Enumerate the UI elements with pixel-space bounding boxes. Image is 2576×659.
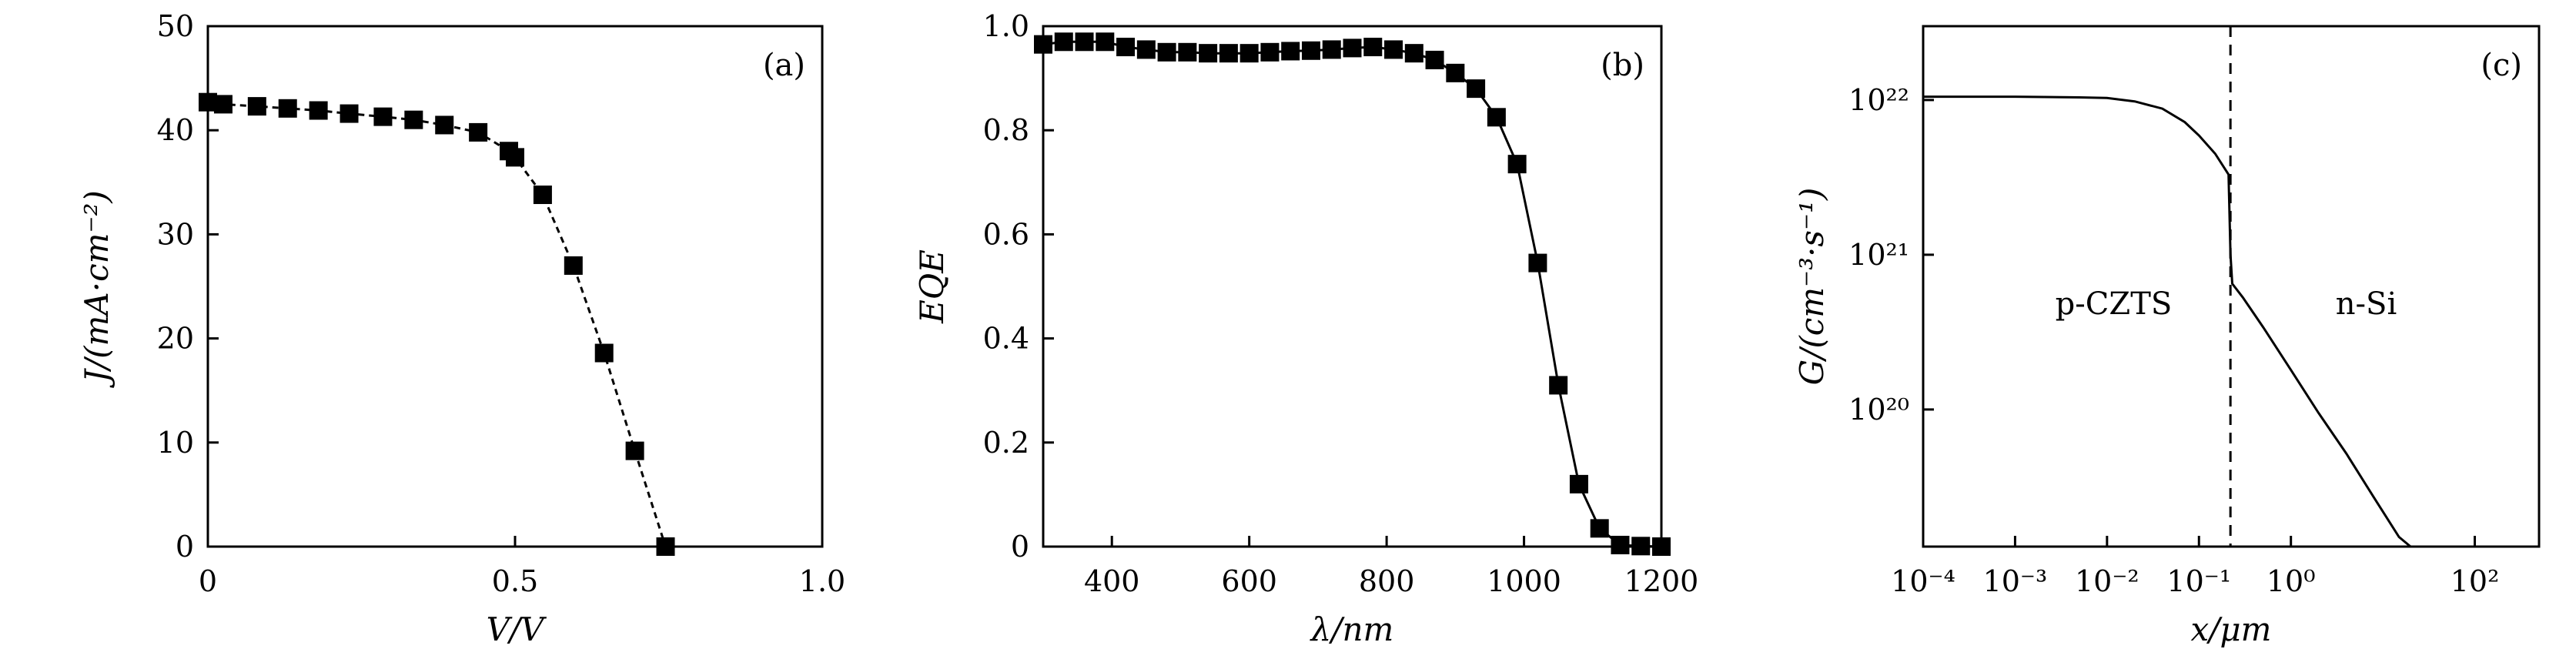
data-point xyxy=(1363,38,1383,57)
plot-frame xyxy=(206,25,824,548)
data-point xyxy=(1281,42,1300,61)
data-point xyxy=(1219,44,1238,63)
data-point xyxy=(1384,40,1403,59)
data-point xyxy=(373,107,393,126)
x-tick-label: 1.0 xyxy=(799,564,845,598)
data-point xyxy=(1446,63,1465,82)
x-tick-label: 600 xyxy=(1221,564,1277,598)
panel-c: 10⁻⁴ 10⁻³ 10⁻² 10⁻¹ 10⁰ 10² 10²⁰ 10²¹ 10²² x/μm G/… xyxy=(1793,25,2541,648)
x-axis-label: x/μm xyxy=(2191,610,2272,648)
x-tick-label: 400 xyxy=(1084,564,1140,598)
y-axis-label: J/(mA·cm⁻²) xyxy=(78,190,115,389)
data-point xyxy=(1178,42,1197,62)
x-tick-label: 10⁻¹ xyxy=(2166,564,2231,598)
data-point xyxy=(1199,44,1218,63)
data-point xyxy=(278,99,297,118)
y-tick-label: 40 xyxy=(157,113,194,147)
panel-a: 0 0.5 1.0 0 10 20 30 40 50 V/V J/(mA·cm⁻²) (a) xyxy=(78,9,845,648)
y-tick-label: 0 xyxy=(1011,530,1029,564)
y-axis-label: G/(cm⁻³·s⁻¹) xyxy=(1793,188,1831,386)
y-tick-label: 10 xyxy=(157,426,194,460)
data-point xyxy=(594,343,614,363)
panel-label: (b) xyxy=(1601,48,1644,83)
data-point xyxy=(1157,42,1176,62)
region-label-n-si: n-Si xyxy=(2336,286,2397,322)
panel-label: (a) xyxy=(763,48,805,83)
data-point xyxy=(1528,253,1547,273)
data-point xyxy=(1611,535,1630,554)
x-tick-label: 10⁰ xyxy=(2267,564,2316,598)
data-point xyxy=(625,441,644,460)
data-point xyxy=(1322,40,1341,59)
data-point xyxy=(1239,44,1259,63)
x-tick-label: 0 xyxy=(199,564,217,598)
data-point xyxy=(533,186,552,205)
data-point xyxy=(1569,474,1588,493)
y-axis-label: EQE xyxy=(913,249,951,324)
data-point xyxy=(1467,79,1486,99)
x-tick-label: 1200 xyxy=(1624,564,1699,598)
data-point xyxy=(469,122,488,142)
data-point xyxy=(435,115,454,135)
y-tick-label: 10²⁰ xyxy=(1848,393,1909,427)
y-tick-label: 0 xyxy=(176,530,194,564)
y-tick-label: 0.8 xyxy=(983,113,1029,147)
series-line xyxy=(1042,40,1662,548)
panel-label: (c) xyxy=(2481,48,2522,83)
x-tick-label: 10⁻³ xyxy=(1983,564,2048,598)
data-point xyxy=(1590,519,1609,538)
y-tick-label: 10²² xyxy=(1848,83,1909,117)
y-tick-label: 0.2 xyxy=(983,426,1029,460)
data-point xyxy=(506,148,524,167)
data-point xyxy=(1507,155,1527,174)
data-point xyxy=(1116,38,1136,57)
data-point xyxy=(1075,32,1094,52)
data-point xyxy=(1096,32,1115,52)
series-line xyxy=(207,101,667,547)
x-tick-label: 0.5 xyxy=(492,564,538,598)
data-point xyxy=(247,97,266,116)
x-tick-label: 800 xyxy=(1359,564,1415,598)
data-point xyxy=(1301,41,1320,60)
y-tick-label: 0.4 xyxy=(983,322,1029,356)
data-point xyxy=(213,95,233,114)
y-tick-label: 10²¹ xyxy=(1848,238,1909,272)
data-point xyxy=(564,256,583,275)
x-tick-label: 10⁻² xyxy=(2075,564,2139,598)
data-point xyxy=(1425,50,1444,69)
data-point xyxy=(1343,38,1362,58)
y-tick-label: 30 xyxy=(157,217,194,251)
data-point xyxy=(1054,32,1073,52)
x-axis-label: V/V xyxy=(487,610,547,648)
data-point xyxy=(309,101,328,120)
x-tick-label: 10² xyxy=(2451,564,2500,598)
plot-frame xyxy=(1042,25,1663,548)
data-point xyxy=(404,110,423,129)
data-point xyxy=(1260,42,1280,62)
region-label-p-czts: p-CZTS xyxy=(2056,286,2173,322)
x-tick-label: 10⁻⁴ xyxy=(1891,564,1955,598)
data-point xyxy=(1549,376,1568,395)
y-tick-label: 0.6 xyxy=(983,217,1029,251)
y-tick-label: 1.0 xyxy=(983,9,1029,43)
data-point xyxy=(1487,108,1506,127)
panel-b: 400 600 800 1000 1200 0 0.2 0.4 0.6 0.8 1.0 λ/nm EQE… xyxy=(913,9,1698,648)
data-point xyxy=(1404,44,1423,63)
data-point xyxy=(1136,40,1156,59)
y-tick-label: 20 xyxy=(157,322,194,356)
data-point xyxy=(340,104,359,123)
x-tick-label: 1000 xyxy=(1487,564,1561,598)
y-tick-label: 50 xyxy=(157,9,194,43)
x-axis-label: λ/nm xyxy=(1310,610,1394,648)
